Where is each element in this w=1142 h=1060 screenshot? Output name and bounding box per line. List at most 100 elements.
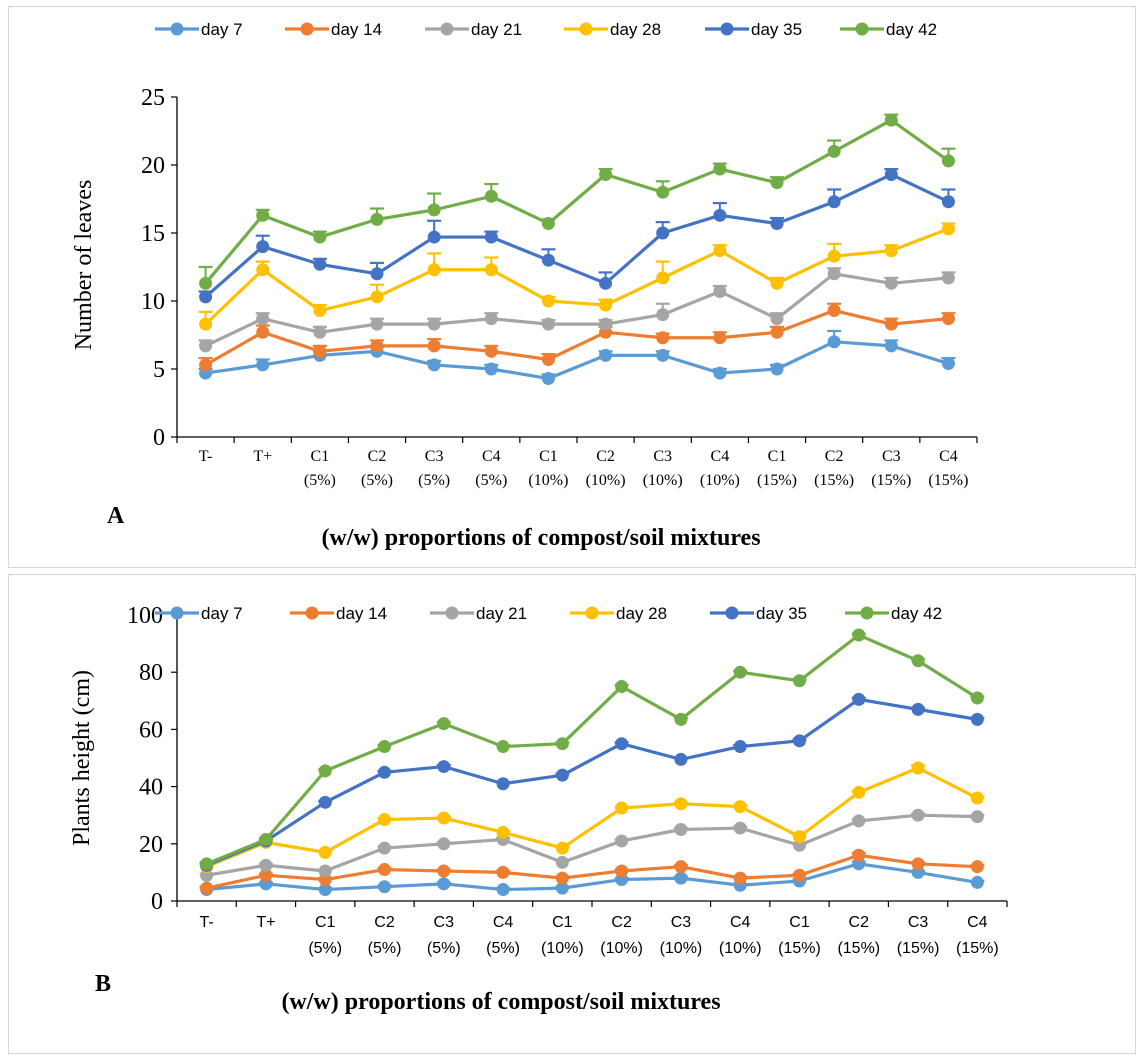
y-tick-label: 10	[141, 289, 165, 315]
data-point	[733, 800, 747, 814]
legend-label: day 7	[201, 20, 243, 39]
series-line	[206, 697, 978, 867]
data-point	[911, 808, 925, 822]
x-tick-label: C3	[671, 914, 692, 931]
data-point	[941, 312, 955, 326]
legend-swatch-marker	[170, 22, 184, 36]
data-point	[427, 230, 441, 244]
x-tick-label-sub: (10%)	[643, 472, 683, 489]
x-tick-label-sub: (15%)	[814, 472, 854, 489]
panel-a: 0 5 10 15 20 25 T- T+ C1 (5%) C2 (5%) C3 (5%) C4 (5%) C1…	[8, 6, 1136, 568]
data-point	[911, 761, 925, 775]
data-point	[370, 290, 384, 304]
data-point	[827, 267, 841, 281]
data-point	[713, 331, 727, 345]
data-point	[370, 267, 384, 281]
series-line	[204, 227, 949, 326]
legend-entry: day 14	[290, 604, 387, 623]
data-point	[770, 312, 784, 326]
x-tick-label-sub: (10%)	[541, 940, 584, 957]
data-point	[827, 195, 841, 209]
data-point	[313, 325, 327, 339]
data-point	[599, 298, 613, 312]
data-point	[555, 881, 569, 895]
data-point	[599, 276, 613, 290]
panel-label: A	[107, 503, 125, 529]
data-point	[941, 222, 955, 236]
data-point	[313, 257, 327, 271]
leaves-chart: 0 5 10 15 20 25 T- T+ C1 (5%) C2 (5%) C3 (5%) C4 (5%) C1…	[71, 20, 978, 551]
data-point	[674, 823, 688, 836]
x-tick-label: T-	[200, 914, 214, 931]
x-tick-label-sub: (5%)	[427, 940, 461, 957]
y-axis-label: Plants height (cm)	[69, 670, 95, 846]
data-point	[378, 863, 391, 877]
legend-swatch-marker	[440, 22, 454, 36]
y-tick-label: 0	[151, 889, 163, 915]
x-tick-label: C4	[967, 914, 988, 931]
x-tick-label: C4	[711, 448, 730, 465]
data-point	[827, 304, 841, 318]
data-point	[199, 290, 213, 304]
x-tick-label: C4	[493, 914, 514, 931]
data-point	[555, 841, 569, 855]
data-point	[884, 276, 898, 290]
x-tick-label: C2	[825, 448, 844, 465]
data-point	[378, 812, 391, 826]
x-tick-label-sub: (5%)	[475, 472, 507, 489]
data-point	[541, 253, 555, 267]
x-tick-label: C3	[908, 914, 929, 931]
data-point	[318, 883, 332, 897]
x-tick-label-sub: (5%)	[308, 940, 342, 957]
data-point	[599, 317, 613, 331]
data-point	[656, 226, 670, 240]
data-point	[199, 276, 213, 290]
data-point	[713, 284, 727, 298]
data-point	[827, 249, 841, 263]
series-line	[204, 118, 950, 285]
data-point	[674, 871, 688, 885]
x-tick-label-sub: (15%)	[837, 940, 880, 957]
data-point	[852, 814, 866, 828]
series-line	[206, 766, 979, 869]
data-point	[770, 276, 784, 290]
data-point	[437, 864, 451, 878]
data-point	[852, 628, 866, 642]
legend-label: day 28	[610, 20, 661, 39]
data-point	[313, 230, 327, 244]
series-line	[206, 853, 978, 890]
x-tick-label-sub: (10%)	[586, 472, 626, 489]
legend-label: day 21	[476, 604, 527, 623]
data-point	[484, 189, 498, 203]
data-point	[199, 358, 213, 372]
x-tick-label-sub: (15%)	[928, 472, 968, 489]
series-line	[206, 633, 979, 866]
x-tick-label: T+	[253, 448, 272, 465]
series-day-14	[199, 848, 985, 895]
data-point	[941, 271, 955, 285]
panel-label: B	[95, 971, 111, 997]
data-point	[256, 312, 270, 326]
data-point	[793, 734, 806, 748]
legend-entry: day 35	[705, 20, 802, 39]
data-point	[852, 785, 866, 799]
series-day-42	[198, 113, 956, 290]
y-axis-label: Number of leaves	[71, 180, 97, 351]
data-point	[884, 244, 898, 258]
data-point	[427, 203, 441, 217]
legend-label: day 14	[336, 604, 387, 623]
x-tick-label-sub: (15%)	[871, 472, 911, 489]
series-day-28	[199, 761, 985, 874]
data-point	[541, 216, 555, 230]
data-point	[713, 162, 727, 176]
x-tick-label: C2	[596, 448, 615, 465]
legend-entry: day 7	[155, 20, 243, 39]
legend-swatch-marker	[305, 606, 319, 620]
data-point	[884, 317, 898, 331]
data-point	[827, 335, 841, 349]
legend-swatch-marker	[585, 606, 599, 620]
x-tick-label: C3	[425, 448, 444, 465]
data-point	[370, 212, 384, 226]
x-tick-label-sub: (5%)	[418, 472, 450, 489]
data-point	[770, 362, 784, 376]
